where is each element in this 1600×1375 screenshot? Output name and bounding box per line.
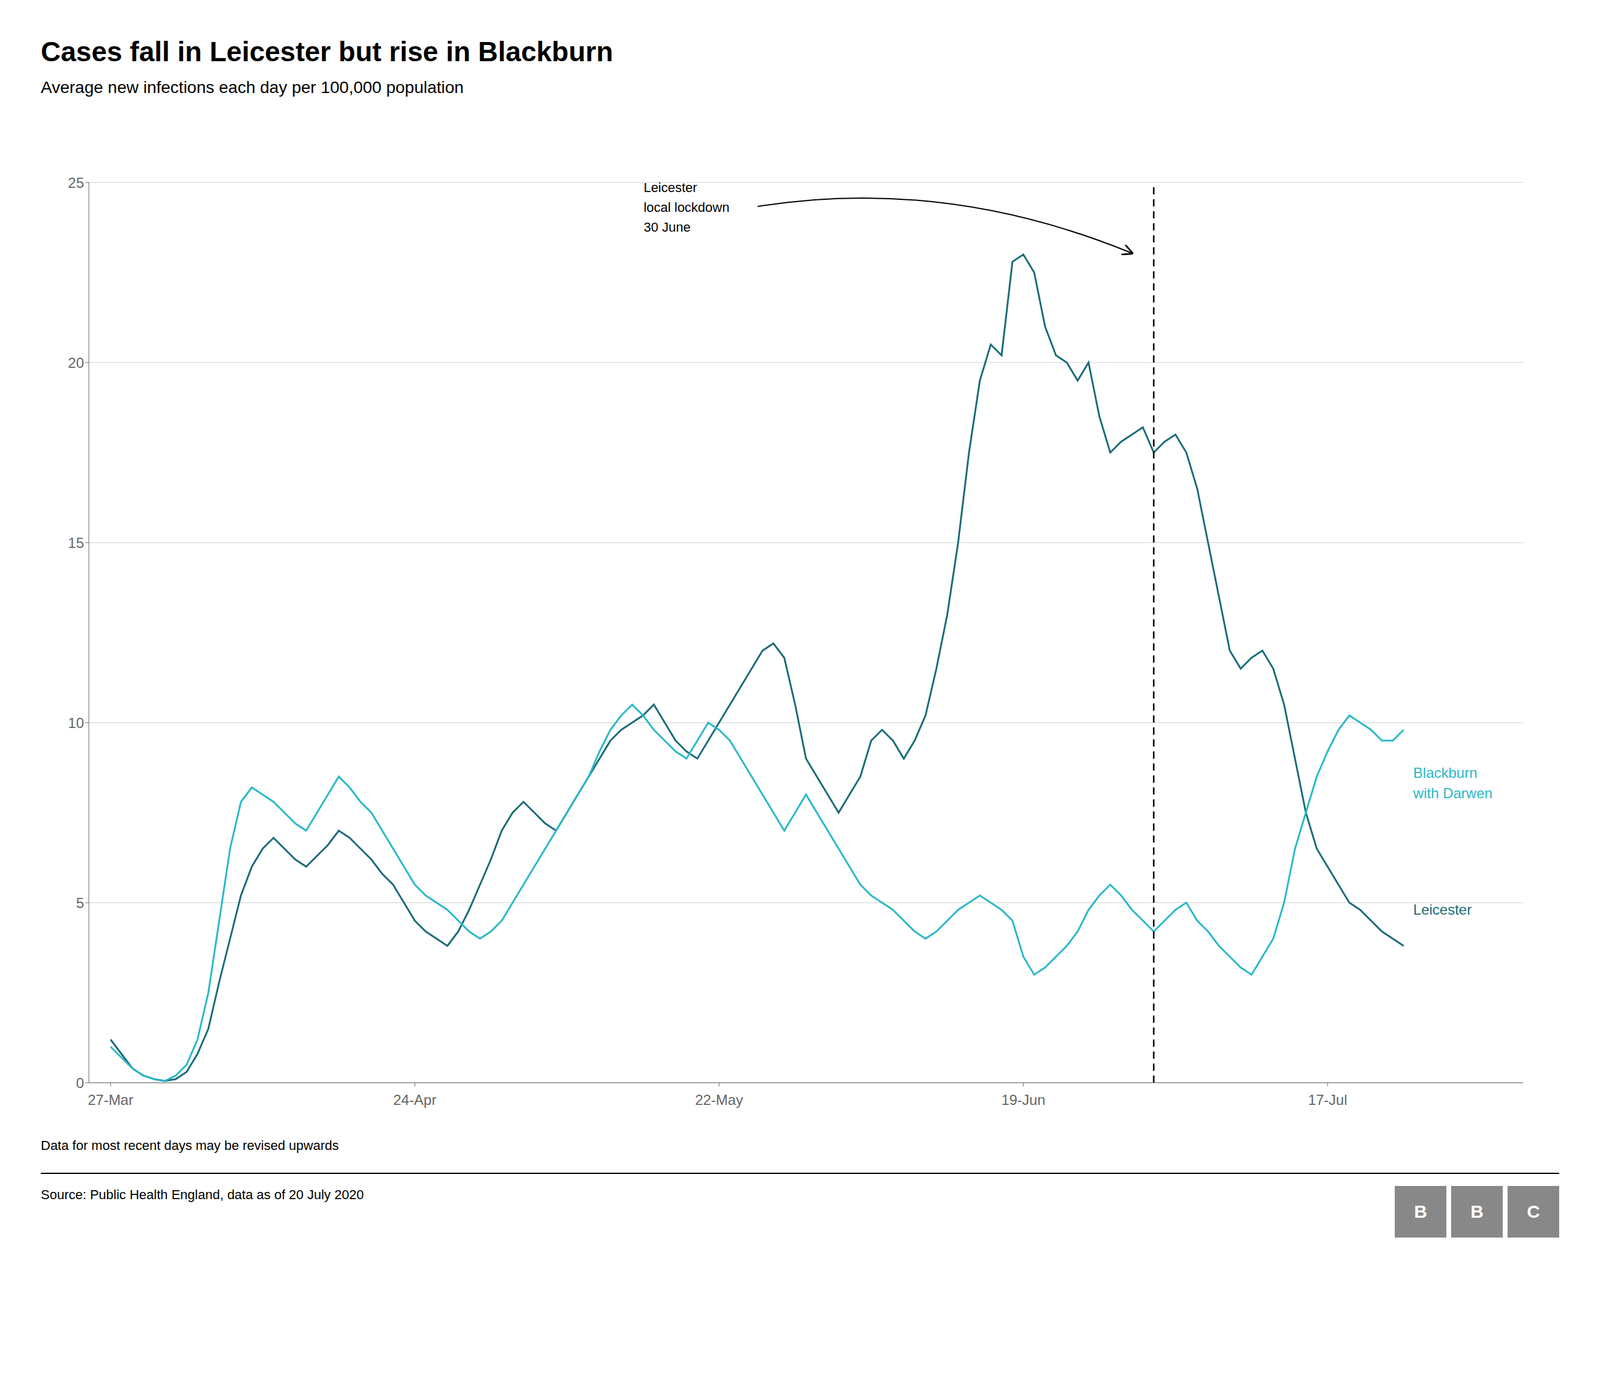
html-text:B: B	[1414, 1201, 1428, 1222]
svg-text:19-Jun: 19-Jun	[1001, 1091, 1045, 1108]
svg-text:Leicesterlocal lockdown30 June: Leicesterlocal lockdown30 June	[643, 180, 730, 235]
svg-text:27-Mar: 27-Mar	[87, 1091, 134, 1108]
svg-text:25: 25	[67, 174, 85, 191]
svg-text:17-Jul: 17-Jul	[1307, 1091, 1347, 1108]
svg-text:15: 15	[67, 534, 85, 551]
html-text:B: B	[1470, 1201, 1484, 1222]
html-text:Data for most recent days may: Data for most recent days may be revised…	[40, 1137, 339, 1153]
html-text:C: C	[1526, 1201, 1540, 1222]
html-text:Source: Public Health England,: Source: Public Health England, data as o…	[40, 1187, 364, 1203]
html-text:Average new infections each da: Average new infections each day per 100,…	[40, 78, 464, 97]
svg-text:22-May: 22-May	[694, 1091, 743, 1108]
svg-text:Blackburnwith Darwen: Blackburnwith Darwen	[1412, 764, 1493, 802]
svg-text:Leicester: Leicester	[1413, 901, 1472, 918]
svg-text:0: 0	[76, 1074, 85, 1092]
svg-text:20: 20	[67, 354, 85, 371]
svg-text:10: 10	[67, 714, 85, 731]
svg-text:24-Apr: 24-Apr	[393, 1091, 437, 1108]
html-text:Cases fall in Leicester but ri: Cases fall in Leicester but rise in Blac…	[40, 36, 614, 68]
svg-text:5: 5	[76, 894, 85, 912]
